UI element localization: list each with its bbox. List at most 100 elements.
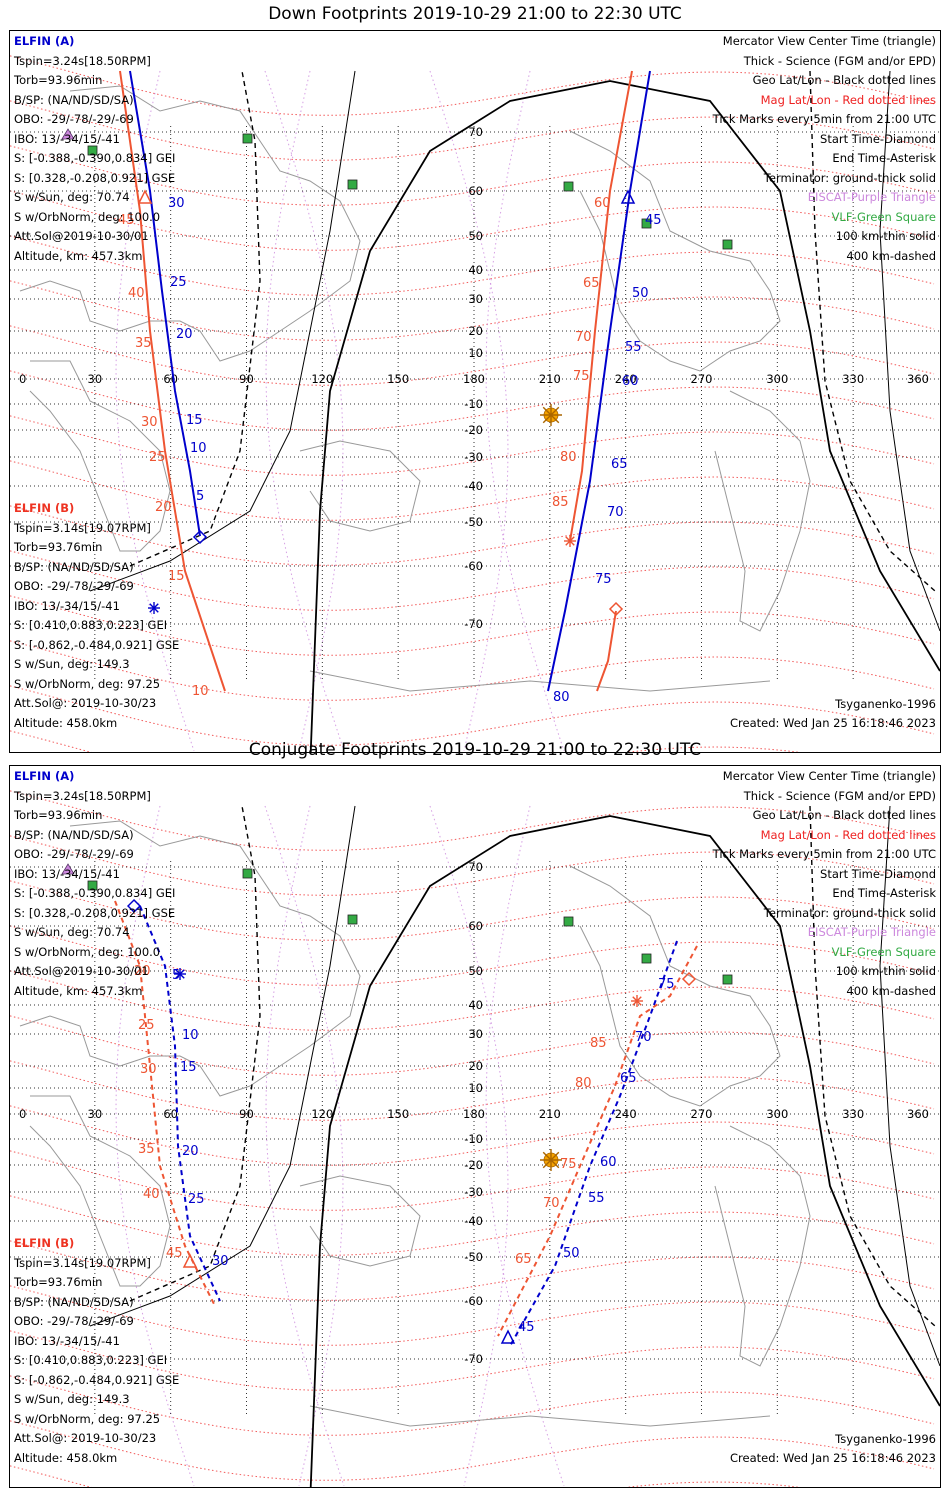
mag-lat-line [10, 1240, 935, 1301]
vlf-square-icon [87, 145, 98, 156]
elfin-b-tick-label: 20 [155, 500, 172, 515]
elfin-a-param-line: S: [0.328,-0.208,0.921] GSE [14, 170, 176, 185]
elfin-a-param-line: S w/Sun, deg: 70.74 [14, 190, 130, 204]
lat-tick-label: -40 [464, 1214, 483, 1228]
elfin-b-param-line: S w/OrbNorm, deg: 97.25 [14, 676, 161, 691]
coastline [29, 360, 171, 552]
elfin-a-track [547, 70, 651, 692]
mag-lat-line [10, 1330, 935, 1391]
elfin-a-param-line: B/SP: (NA/ND/SD/SA) [14, 92, 134, 107]
elfin-b-tick-label: 40 [143, 1187, 160, 1202]
eiscat-triangle-icon [61, 863, 75, 875]
mag-lat-line [10, 1150, 935, 1211]
elfin-b-tick-label: 80 [575, 1076, 592, 1091]
eiscat-triangle-icon [61, 128, 75, 140]
lat-tick-label: 20 [468, 1059, 483, 1073]
legend-entry: End Time-Asterisk [832, 151, 936, 165]
elfin-b-param-line: OBO: -29/-78/-29/-69 [14, 579, 134, 593]
lon-tick-label: 270 [691, 1107, 713, 1121]
elfin-b-tick-label: 25 [149, 450, 166, 465]
sun-rays [540, 404, 562, 426]
mag-lat-line [10, 925, 935, 986]
legend-entry: 100 km-thin solid [835, 229, 936, 243]
end-asterisk-icon [148, 602, 160, 614]
created-timestamp: Created: Wed Jan 25 16:18:46 2023 [729, 716, 936, 730]
lon-tick-label: 180 [463, 372, 485, 386]
mag-lat-line [10, 685, 935, 746]
elfin-a-param-line: OBO: -29/-78/-29/-69 [14, 112, 134, 126]
elfin-a-tick-label: 15 [180, 1060, 197, 1075]
elfin-b-tick-label: 35 [138, 1142, 155, 1157]
mag-lon-line [264, 805, 344, 1487]
mag-lon-line [429, 70, 509, 752]
elfin-b-param-line: Att.Sol@: 2019-10-30/23 [14, 696, 157, 710]
legend-entry: EISCAT-Purple Triangle [807, 925, 936, 939]
mag-lat-line [10, 100, 935, 161]
map-canvas: 0 30 60 90 120 150 180 210 240 270 300 330 360 70 60 50… [10, 55, 940, 752]
lon-tick-label: 330 [842, 1107, 864, 1121]
mag-lat-line [10, 790, 935, 851]
sun-rays [540, 1149, 562, 1171]
lon-tick-label: 240 [615, 1107, 637, 1121]
elfin-a-tick-label: 15 [186, 413, 203, 428]
elfin-a-param-line: Torb=93.96min [14, 73, 103, 87]
elfin-b-param-line: Att.Sol@: 2019-10-30/23 [14, 1431, 157, 1445]
elfin-b-param-line: Altitude: 458.0km [14, 1450, 118, 1465]
terminator-400km [809, 70, 936, 592]
elfin-b-tick-label: 75 [560, 1157, 577, 1172]
lat-tick-label: 50 [468, 229, 483, 243]
lon-tick-label: 120 [311, 1107, 333, 1121]
elfin-b-track [596, 610, 617, 692]
elfin-a-tick-label: 65 [611, 457, 628, 472]
coastline [19, 820, 361, 1097]
elfin-a-params: Tspin=3.24s[18.50RPM] Torb=93.96min B/SP: … [14, 787, 175, 1002]
elfin-a-tick-label: 30 [212, 1254, 229, 1269]
elfin-a-tick-label: 75 [595, 572, 612, 587]
lon-tick-label: 210 [539, 1107, 561, 1121]
coastline [714, 1125, 811, 1367]
start-diamond-icon [681, 971, 697, 987]
mag-lat-line [10, 415, 935, 476]
vlf-square-icon [641, 218, 652, 229]
mag-lat-line [10, 1420, 935, 1481]
vlf-square-icon [563, 916, 574, 927]
legend-entry: Tick Marks every 5min from 21:00 UTC [712, 847, 936, 861]
lat-tick-label: -70 [464, 617, 483, 631]
elfin-b-tick-label: 35 [135, 336, 152, 351]
elfin-b-param-line: Torb=93.76min [14, 1275, 103, 1289]
legend-entry: Mag Lat/Lon - Red dotted lines [760, 92, 936, 107]
elfin-a-param-line: S: [-0.388,-0.390,0.834] GEI [14, 151, 176, 165]
elfin-a-tick-label: 10 [182, 1028, 199, 1043]
elfin-a-tick-label: 5 [196, 489, 204, 504]
start-diamond-icon [192, 529, 208, 545]
mag-lat-line [10, 1375, 935, 1436]
lat-tick-label: -30 [464, 1185, 483, 1199]
elfin-a-track [509, 940, 678, 1347]
mag-lat-line [10, 55, 935, 116]
elfin-b-tick-label: 80 [560, 450, 577, 465]
elfin-b-tick-label: 30 [140, 1062, 157, 1077]
elfin-b-tick-label: 40 [128, 286, 145, 301]
elfin-b-tick-label: 65 [515, 1252, 532, 1267]
elfin-a-param-line: OBO: -29/-78/-29/-69 [14, 847, 134, 861]
lon-tick-label: 210 [539, 372, 561, 386]
elfin-b-track [114, 900, 216, 1307]
elfin-a-tick-label: 45 [645, 213, 662, 228]
lat-tick-label: 60 [468, 184, 483, 198]
vlf-square-icon [722, 239, 733, 250]
model-name: Tsyganenko-1996 [835, 697, 936, 711]
elfin-b-param-line: Torb=93.76min [14, 540, 103, 554]
elfin-b-param-line: IBO: 13/-34/15/-41 [14, 598, 120, 613]
mag-lon-line [429, 805, 509, 1487]
lat-tick-label: 10 [468, 1081, 483, 1095]
elfin-a-tick-label: 75 [658, 977, 675, 992]
mag-lat-line [10, 190, 935, 251]
elfin-b-param-line: S: [0.410,0.883,0.223] GEI [14, 618, 168, 632]
elfin-a-tick-label: 45 [518, 1320, 535, 1335]
terminator-400km [809, 805, 936, 1327]
map-legend: Mercator View Center Time (triangle) Thic… [713, 32, 936, 266]
legend-entry: Thick - Science (FGM and/or EPD) [743, 53, 936, 68]
elfin-a-param-line: Tspin=3.24s[18.50RPM] [14, 53, 151, 68]
elfin-b-param-line: S w/Sun, deg: 149.3 [14, 1392, 130, 1406]
lon-tick-label: 150 [387, 372, 409, 386]
